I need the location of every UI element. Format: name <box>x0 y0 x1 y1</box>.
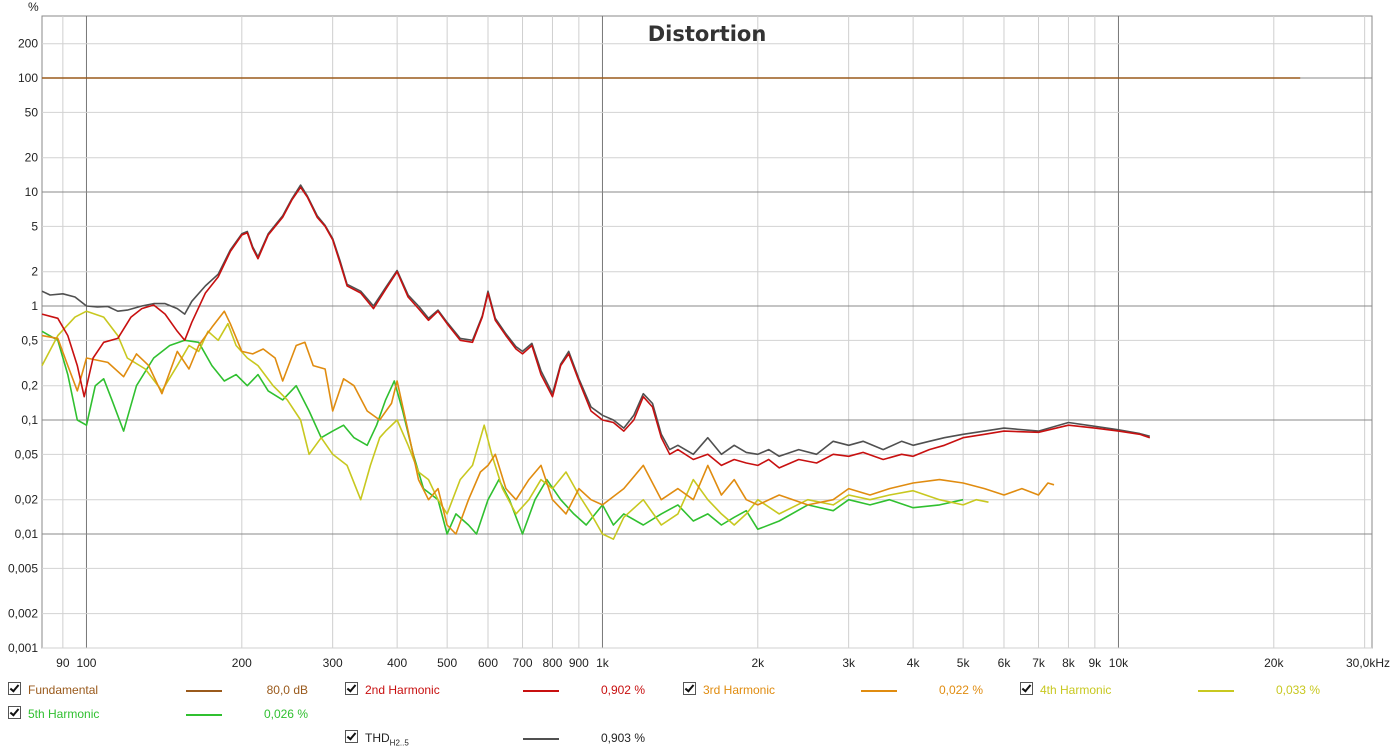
series-line-thd <box>41 184 1151 458</box>
x-tick-label: 7k <box>1032 656 1046 670</box>
x-tick-labels: 90 100 200 300 400 500 600 700 800 900 1k 2k 3k 4k 5k 6… <box>56 656 1390 670</box>
y-tick-label: 0,001 <box>8 641 38 655</box>
y-tick-label: 100 <box>18 71 38 85</box>
y-tick-label: 5 <box>31 219 38 233</box>
legend-item-4th-harmonic: 4th Harmonic 0,033 % <box>1020 680 1350 698</box>
legend-checkbox-3rd-harmonic[interactable] <box>683 682 696 695</box>
legend-value: 0,026 % <box>263 707 308 721</box>
x-tick-label: 6k <box>998 656 1012 670</box>
legend: Fundamental 80,0 dB 2nd Harmonic 0,902 % 3rd… <box>0 676 1395 751</box>
series-line-2nd-harmonic <box>41 186 1151 469</box>
legend-value: 80,0 dB <box>266 683 308 697</box>
x-tick-label: 2k <box>751 656 765 670</box>
y-tick-label: 10 <box>25 185 39 199</box>
legend-checkbox-4th-harmonic[interactable] <box>1020 682 1033 695</box>
x-tick-label: 30,0kHz <box>1346 656 1390 670</box>
y-tick-label: 1 <box>31 299 38 313</box>
series-group <box>41 77 1301 540</box>
x-tick-label: 9k <box>1089 656 1103 670</box>
legend-name: 5th Harmonic <box>28 707 100 721</box>
legend-swatch <box>523 738 559 740</box>
legend-name: 4th Harmonic <box>1040 683 1112 697</box>
y-axis-label: % <box>28 0 39 14</box>
legend-name: Fundamental <box>28 683 99 697</box>
legend-swatch <box>186 690 222 692</box>
legend-name: 3rd Harmonic <box>703 683 776 697</box>
legend-swatch <box>523 690 559 692</box>
y-tick-label: 20 <box>25 151 39 165</box>
x-tick-label: 10k <box>1109 656 1129 670</box>
legend-checkbox-fundamental[interactable] <box>8 682 21 695</box>
x-tick-label: 300 <box>323 656 343 670</box>
x-tick-label: 4k <box>907 656 921 670</box>
x-tick-label: 100 <box>76 656 96 670</box>
legend-item-thd: THDH2..5 0,903 % <box>345 728 675 748</box>
y-tick-label: 0,002 <box>8 607 38 621</box>
legend-swatch <box>1198 690 1234 692</box>
x-tick-label: 700 <box>513 656 533 670</box>
legend-name: THDH2..5 <box>365 731 409 748</box>
y-tick-label: 0,5 <box>21 333 38 347</box>
legend-checkbox-2nd-harmonic[interactable] <box>345 682 358 695</box>
legend-swatch <box>186 714 222 716</box>
y-tick-label: 0,005 <box>8 561 38 575</box>
legend-name-subscript: H2..5 <box>389 738 409 748</box>
legend-item-3rd-harmonic: 3rd Harmonic 0,022 % <box>683 680 1013 698</box>
legend-item-5th-harmonic: 5th Harmonic 0,026 % <box>8 704 338 722</box>
x-tick-label: 800 <box>542 656 562 670</box>
x-tick-label: 3k <box>842 656 856 670</box>
y-tick-label: 200 <box>18 37 38 51</box>
y-tick-label: 0,2 <box>21 379 38 393</box>
legend-checkbox-5th-harmonic[interactable] <box>8 706 21 719</box>
x-tick-label: 20k <box>1264 656 1284 670</box>
x-tick-label: 600 <box>478 656 498 670</box>
y-tick-labels: 200 100 50 20 10 5 2 1 0,5 0,2 0,1 0,05 0,02 0,01 0,00… <box>8 37 38 655</box>
legend-checkbox-thd[interactable] <box>345 730 358 743</box>
x-tick-label: 5k <box>957 656 971 670</box>
y-tick-label: 0,1 <box>21 413 38 427</box>
legend-name: 2nd Harmonic <box>365 683 440 697</box>
x-tick-label: 90 <box>56 656 70 670</box>
x-tick-label: 1k <box>596 656 610 670</box>
distortion-chart: 90 100 200 300 400 500 600 700 800 900 1k 2k 3k 4k 5k 6… <box>8 0 1390 670</box>
legend-value: 0,033 % <box>1275 683 1320 697</box>
y-tick-label: 50 <box>25 105 39 119</box>
y-tick-label: 0,01 <box>15 527 39 541</box>
x-tick-label: 200 <box>232 656 252 670</box>
chart-title: Distortion <box>648 22 767 46</box>
y-tick-label: 2 <box>31 265 38 279</box>
series-line-4th-harmonic <box>41 310 989 540</box>
x-tick-label: 900 <box>569 656 589 670</box>
legend-swatch <box>861 690 897 692</box>
legend-value: 0,903 % <box>600 731 645 745</box>
legend-item-2nd-harmonic: 2nd Harmonic 0,902 % <box>345 680 675 698</box>
legend-value: 0,902 % <box>600 683 645 697</box>
x-tick-label: 8k <box>1062 656 1076 670</box>
series-line-3rd-harmonic <box>41 310 1055 535</box>
legend-value: 0,022 % <box>938 683 983 697</box>
x-tick-label: 400 <box>387 656 407 670</box>
y-tick-label: 0,02 <box>15 493 39 507</box>
legend-item-fundamental: Fundamental 80,0 dB <box>8 680 338 698</box>
y-tick-label: 0,05 <box>15 447 39 461</box>
plot-area <box>41 15 1373 649</box>
x-tick-label: 500 <box>437 656 457 670</box>
